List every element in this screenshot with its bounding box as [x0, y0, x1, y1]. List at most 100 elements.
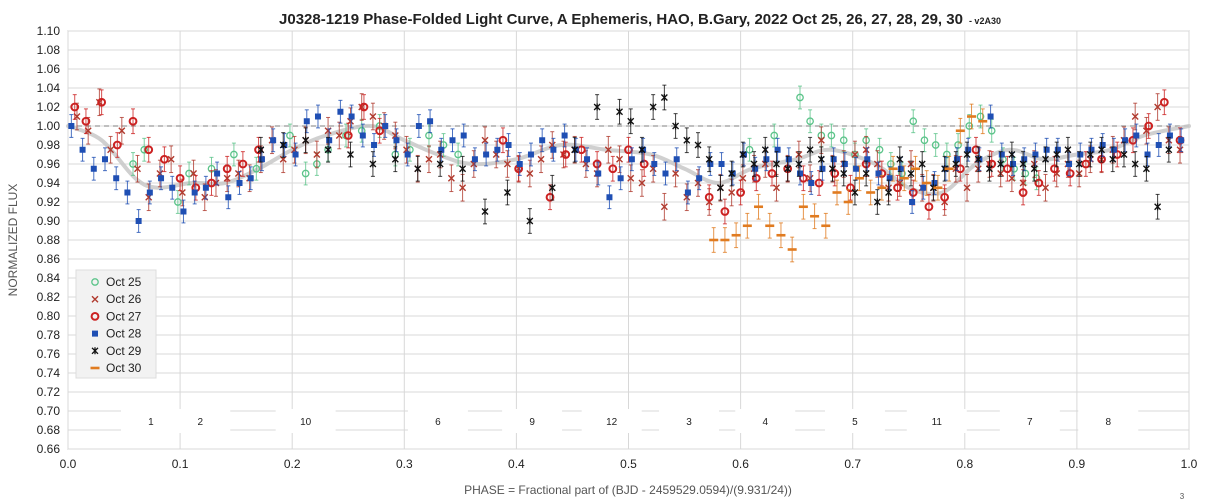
segment-label: 3: [686, 417, 692, 428]
legend-box: [75, 269, 157, 379]
data-point: [897, 165, 904, 172]
data-point: [1010, 161, 1017, 167]
data-point: [918, 160, 926, 168]
y-tick-label: 0.74: [37, 366, 61, 380]
data-point: [257, 146, 265, 154]
data-point: [592, 159, 602, 169]
data-point: [862, 170, 870, 177]
data-point: [481, 208, 489, 215]
legend-marker: [90, 312, 100, 321]
data-point: [1142, 165, 1150, 173]
data-point: [888, 167, 898, 171]
data-point: [214, 170, 221, 177]
data-point: [369, 160, 377, 168]
data-point: [97, 97, 107, 107]
data-point: [1086, 151, 1094, 158]
x-tick-label: 0.0: [60, 457, 77, 471]
data-point: [627, 117, 635, 125]
segment-label-box: [999, 409, 1060, 433]
data-point: [839, 136, 848, 145]
y-tick-label: 0.98: [37, 138, 61, 152]
data-point: [907, 170, 915, 177]
data-point: [348, 113, 355, 120]
data-point: [414, 165, 422, 173]
data-point: [854, 176, 864, 180]
data-point: [545, 192, 555, 202]
data-point: [371, 142, 378, 148]
data-point: [821, 224, 831, 228]
data-point: [1064, 146, 1072, 154]
y-tick-label: 0.84: [37, 271, 61, 285]
y-tick-label: 0.88: [37, 233, 61, 247]
data-point: [955, 129, 965, 133]
data-point: [986, 165, 993, 173]
segment-label: 10: [300, 417, 312, 428]
segment-label: 2: [197, 417, 203, 428]
data-point: [976, 112, 985, 121]
data-point: [846, 183, 855, 193]
data-point: [174, 198, 182, 206]
data-point: [286, 131, 294, 140]
data-point: [709, 238, 719, 242]
segment-label: 1: [148, 417, 154, 428]
data-point: [572, 146, 579, 153]
data-point: [382, 123, 389, 129]
data-point: [761, 146, 769, 154]
data-point: [716, 184, 724, 192]
data-point: [1109, 155, 1117, 163]
data-point: [550, 146, 557, 153]
data-point: [1159, 97, 1169, 107]
data-point: [1131, 113, 1139, 120]
series-oct-30: [709, 103, 988, 263]
data-point: [963, 151, 971, 158]
x-tick-label: 0.5: [620, 457, 637, 471]
data-point: [258, 156, 265, 163]
chart-title-main: J0328-1219 Phase-Folded Light Curve, A E…: [279, 11, 963, 28]
data-point: [158, 175, 165, 182]
y-tick-label: 0.82: [37, 290, 61, 304]
data-point: [1030, 165, 1038, 173]
data-point: [129, 160, 137, 168]
data-point: [359, 132, 366, 139]
data-point: [885, 189, 893, 196]
x-tick-label: 1.0: [1181, 457, 1198, 471]
data-point: [584, 156, 591, 163]
data-point: [180, 208, 187, 215]
data-point: [1054, 146, 1061, 153]
data-point: [785, 156, 792, 163]
data-point: [225, 194, 232, 201]
data-point: [526, 217, 534, 225]
data-point: [810, 214, 820, 218]
y-tick-label: 0.66: [37, 442, 61, 456]
data-point: [1122, 137, 1129, 144]
data-point: [841, 161, 848, 167]
data-point: [483, 151, 490, 158]
legend-label: Oct 25: [106, 275, 142, 289]
data-point: [124, 189, 131, 196]
data-point: [704, 192, 714, 202]
legend-label: Oct 27: [106, 309, 142, 323]
data-point: [1178, 137, 1185, 144]
data-point: [696, 175, 703, 182]
data-point: [763, 156, 770, 163]
data-point: [595, 170, 602, 177]
data-point: [933, 186, 943, 190]
y-tick-label: 0.76: [37, 347, 61, 361]
data-point: [238, 159, 248, 169]
data-point: [548, 184, 556, 192]
data-point: [438, 146, 445, 153]
data-point: [729, 170, 736, 177]
data-point: [787, 248, 797, 251]
segment-label: 8: [1106, 417, 1112, 428]
data-point: [728, 170, 736, 177]
data-point: [1110, 146, 1117, 153]
data-point: [987, 113, 994, 120]
data-point: [853, 165, 860, 172]
data-point: [593, 103, 601, 111]
data-point: [1053, 151, 1061, 158]
segment-label-box: [502, 409, 563, 433]
data-point: [742, 224, 752, 228]
data-point: [1098, 146, 1106, 154]
data-point: [313, 151, 321, 158]
